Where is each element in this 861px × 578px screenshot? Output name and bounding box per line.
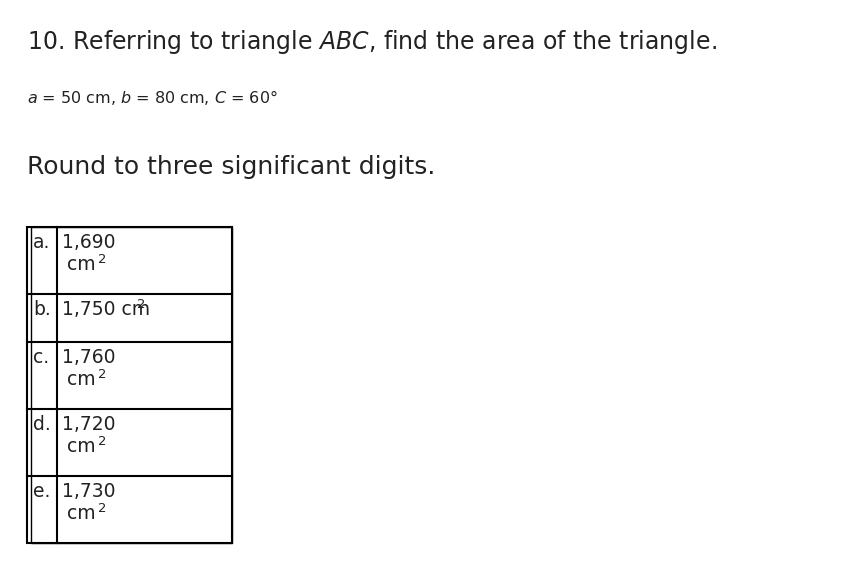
- Text: cm: cm: [67, 437, 96, 456]
- Text: $a$ = 50 cm, $b$ = 80 cm, $C$ = 60°: $a$ = 50 cm, $b$ = 80 cm, $C$ = 60°: [27, 88, 277, 107]
- Text: 2: 2: [98, 435, 107, 448]
- Text: 1,750 cm: 1,750 cm: [62, 300, 150, 319]
- Text: 1,720: 1,720: [62, 415, 115, 434]
- Text: 2: 2: [98, 368, 107, 381]
- Text: 2: 2: [137, 298, 146, 311]
- Text: 1,760: 1,760: [62, 348, 115, 367]
- Text: d.: d.: [33, 415, 51, 434]
- Text: cm: cm: [67, 370, 96, 389]
- Text: cm: cm: [67, 255, 96, 274]
- Text: 2: 2: [98, 502, 107, 515]
- Text: e.: e.: [33, 482, 50, 501]
- Text: Round to three significant digits.: Round to three significant digits.: [27, 155, 435, 179]
- Text: b.: b.: [33, 300, 51, 319]
- Text: 10. Referring to triangle $ABC$, find the area of the triangle.: 10. Referring to triangle $ABC$, find th…: [27, 28, 716, 56]
- Text: cm: cm: [67, 504, 96, 523]
- Text: c.: c.: [33, 348, 49, 367]
- Text: a.: a.: [33, 233, 50, 252]
- Text: 2: 2: [98, 253, 107, 266]
- Text: 1,730: 1,730: [62, 482, 115, 501]
- Text: 1,690: 1,690: [62, 233, 115, 252]
